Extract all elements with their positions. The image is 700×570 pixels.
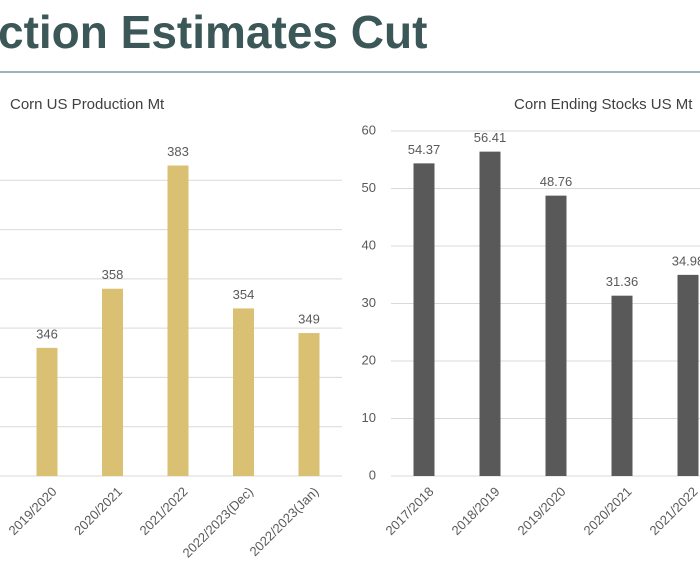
x-tick-label: 2020/2021 xyxy=(71,484,125,538)
bar xyxy=(233,308,254,476)
value-label: 358 xyxy=(102,267,124,282)
bar xyxy=(479,151,501,476)
x-tick-label: 2021/2022 xyxy=(136,484,190,538)
value-label: 383 xyxy=(167,144,189,159)
value-label: 354 xyxy=(233,287,255,302)
x-tick-label: 2022/2023(Jan) xyxy=(247,484,322,559)
value-label: 34.98 xyxy=(672,253,700,268)
x-tick-label: 2018/2019 xyxy=(448,484,502,538)
chart-title: Corn US Production Mt xyxy=(10,96,165,113)
bar xyxy=(611,295,633,476)
y-tick-label: 40 xyxy=(362,237,376,252)
bar xyxy=(298,333,320,476)
chart-title: Corn Ending Stocks US Mt xyxy=(514,96,693,113)
x-tick-label: 2019/2020 xyxy=(514,484,568,538)
y-tick-label: 10 xyxy=(362,410,376,425)
x-tick-label: 2017/2018 xyxy=(382,484,436,538)
slide-title: ction Estimates Cut xyxy=(0,6,427,58)
x-tick-label: 2020/2021 xyxy=(580,484,634,538)
y-tick-label: 30 xyxy=(362,295,376,310)
x-tick-label: 2019/2020 xyxy=(5,484,59,538)
value-label: 54.37 xyxy=(408,142,441,157)
bar xyxy=(677,274,699,476)
value-label: 48.76 xyxy=(540,174,573,189)
value-label: 31.36 xyxy=(606,274,639,289)
bar xyxy=(545,195,567,476)
y-tick-label: 0 xyxy=(369,467,376,482)
bar xyxy=(102,288,123,476)
y-tick-label: 60 xyxy=(362,122,376,137)
bar xyxy=(167,165,189,476)
x-tick-label: 2021/2022 xyxy=(646,484,700,538)
bar xyxy=(36,347,58,476)
value-label: 346 xyxy=(36,326,58,341)
bar xyxy=(413,163,435,476)
x-tick-label: 2022/2023(Dec) xyxy=(180,484,257,561)
y-tick-label: 50 xyxy=(362,180,376,195)
value-label: 56.41 xyxy=(474,130,507,145)
value-label: 349 xyxy=(298,312,320,327)
y-tick-label: 20 xyxy=(362,352,376,367)
